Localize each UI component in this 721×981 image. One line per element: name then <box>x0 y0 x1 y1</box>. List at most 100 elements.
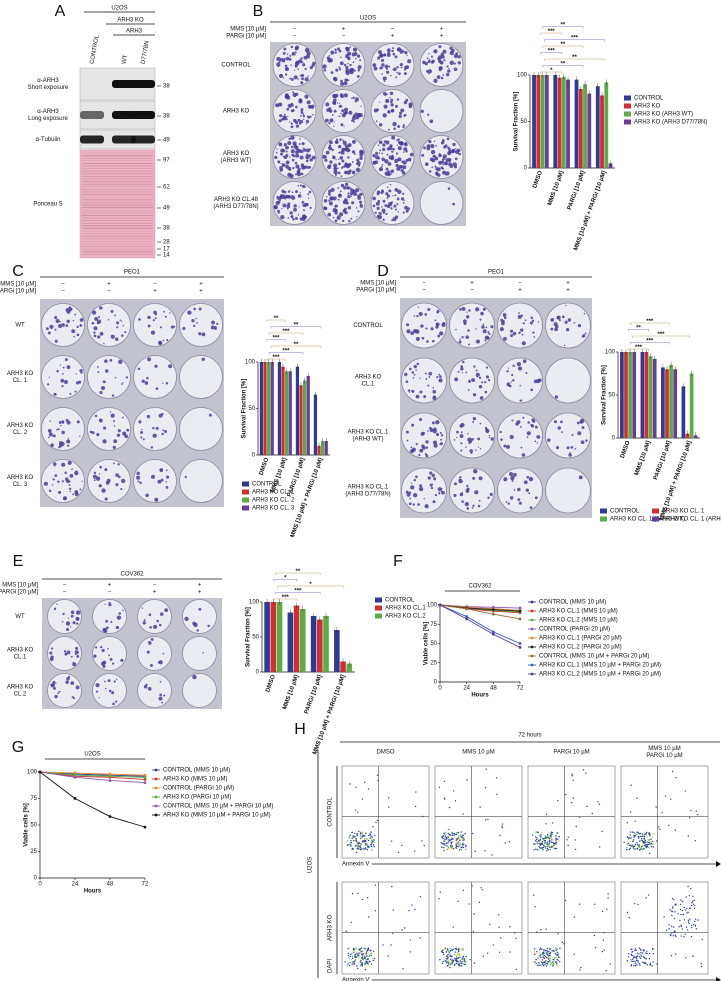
event <box>637 904 638 905</box>
event <box>541 847 542 848</box>
colony <box>76 655 79 658</box>
colony <box>450 61 454 65</box>
event <box>630 959 631 960</box>
event <box>398 852 399 853</box>
bar <box>294 606 300 673</box>
event <box>363 840 364 841</box>
event <box>548 958 549 959</box>
colony <box>110 411 112 413</box>
colony <box>439 331 443 335</box>
event <box>628 953 629 954</box>
colony <box>379 212 382 215</box>
blot-band <box>80 136 104 144</box>
event <box>603 940 604 941</box>
event <box>635 820 636 821</box>
colony <box>571 446 574 449</box>
colony <box>120 319 121 320</box>
colony <box>145 684 147 686</box>
event <box>360 849 361 850</box>
colony <box>339 68 341 70</box>
colony <box>530 424 533 427</box>
event <box>640 836 641 837</box>
colony <box>344 64 347 67</box>
bar <box>632 352 636 438</box>
column-label: PARGi 10 µM <box>646 753 682 759</box>
bar <box>641 352 645 438</box>
colony <box>277 65 279 67</box>
x-tick-label: DMSO <box>620 440 632 459</box>
colony <box>454 482 457 485</box>
event <box>551 834 552 835</box>
row-label: ARH3 KO <box>7 423 34 429</box>
event <box>536 839 537 840</box>
event <box>360 835 361 836</box>
colony <box>294 75 298 79</box>
y-tick-label: 0 <box>256 670 260 676</box>
event <box>452 845 453 846</box>
colony <box>473 393 476 396</box>
event <box>690 907 691 908</box>
event <box>356 840 357 841</box>
event <box>630 834 631 835</box>
colony <box>396 152 398 154</box>
event <box>645 846 646 847</box>
plate <box>138 637 172 671</box>
event <box>688 923 689 924</box>
bar <box>296 367 299 455</box>
colony <box>466 507 469 510</box>
colony <box>459 476 461 478</box>
event <box>684 907 685 908</box>
bar <box>583 84 587 168</box>
event <box>637 848 638 849</box>
event <box>691 905 692 906</box>
colony <box>286 118 288 120</box>
event <box>455 947 456 948</box>
event <box>674 911 675 912</box>
event <box>446 958 447 959</box>
colony <box>446 65 448 67</box>
event <box>637 961 638 962</box>
y-tick-label: 50 <box>248 406 255 412</box>
event <box>640 849 641 850</box>
event <box>377 820 378 821</box>
bar <box>587 94 591 168</box>
marker-label: 28 <box>163 240 170 246</box>
event <box>355 838 356 839</box>
colony <box>411 424 414 427</box>
event <box>552 822 553 823</box>
event <box>447 954 448 955</box>
colony <box>147 651 150 654</box>
colony <box>303 115 305 117</box>
event <box>576 826 577 827</box>
event <box>354 961 355 962</box>
colony <box>284 114 286 116</box>
colony <box>49 325 53 329</box>
colony <box>295 217 298 220</box>
legend-label: CONTROL <box>385 598 415 604</box>
colony <box>441 491 445 495</box>
colony <box>437 167 441 171</box>
event <box>585 772 586 773</box>
colony <box>349 187 351 189</box>
colony <box>379 123 382 126</box>
event <box>455 800 456 801</box>
colony <box>348 146 349 147</box>
colony <box>69 488 71 490</box>
colony <box>360 204 364 208</box>
colony <box>433 477 436 480</box>
legend-marker <box>155 805 158 808</box>
colony <box>118 476 121 479</box>
colony <box>514 489 516 491</box>
colony <box>80 318 84 322</box>
event <box>586 806 587 807</box>
colony <box>395 105 398 108</box>
colony <box>434 141 435 142</box>
point <box>74 776 77 779</box>
colony <box>99 484 102 487</box>
colony <box>412 371 415 374</box>
panel-label: E <box>13 553 24 570</box>
colony <box>468 389 470 391</box>
plate <box>498 413 543 458</box>
colony <box>151 638 154 641</box>
event <box>421 840 422 841</box>
